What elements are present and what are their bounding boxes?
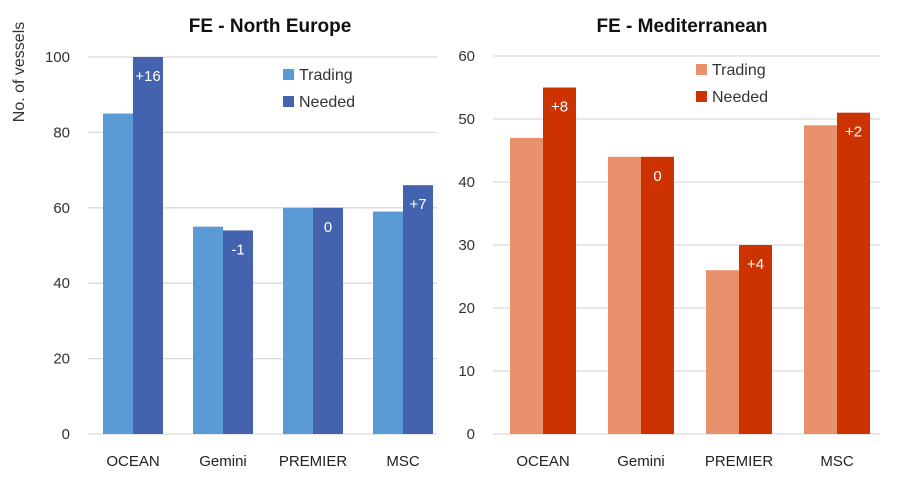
legend-swatch-trading — [283, 69, 294, 80]
bar-needed-ocean — [133, 57, 163, 434]
legend-label-needed: Needed — [299, 94, 355, 111]
legend-swatch-trading — [696, 64, 707, 75]
x-tick-label: PREMIER — [705, 453, 774, 470]
y-tick-label: 20 — [53, 351, 70, 368]
x-tick-label: Gemini — [617, 453, 665, 470]
y-tick-label: 30 — [458, 237, 475, 254]
legend-swatch-needed — [696, 91, 707, 102]
bar-trading-gemini — [193, 226, 223, 434]
x-tick-label: MSC — [386, 453, 420, 470]
y-tick-label: 80 — [53, 124, 70, 141]
legend: Trading Needed — [696, 62, 768, 106]
y-axis-label: No. of vessels — [11, 22, 28, 122]
bar-needed-ocean — [543, 87, 576, 434]
legend-label-trading: Trading — [712, 62, 766, 79]
data-label-diff: +2 — [845, 124, 862, 141]
chart-panel-1: FE - North Europe No. of vessels 0 20 40 60 80… — [11, 16, 437, 470]
data-label-diff: -1 — [231, 241, 244, 258]
data-label-diff: 0 — [653, 168, 661, 185]
data-label-diff: +8 — [551, 99, 568, 116]
x-tick-label: OCEAN — [516, 453, 569, 470]
bar-trading-gemini — [608, 156, 641, 435]
bar-trading-ocean — [103, 113, 133, 435]
chart-title: FE - North Europe — [189, 16, 352, 37]
chart-panel-2: FE - Mediterranean 0 10 20 30 40 50 60 +8 OCEAN 0 G… — [458, 16, 880, 470]
legend: Trading Needed — [283, 67, 355, 111]
bar-needed-msc — [837, 112, 870, 434]
bar-trading-ocean — [510, 137, 543, 434]
legend-swatch-needed — [283, 96, 294, 107]
bar-needed-premier — [739, 245, 772, 434]
data-label-diff: +7 — [409, 196, 426, 213]
legend-label-needed: Needed — [712, 89, 768, 106]
bar-trading-msc — [804, 125, 837, 435]
y-tick-label: 100 — [45, 49, 70, 66]
y-tick-label: 60 — [458, 48, 475, 65]
y-tick-label: 20 — [458, 300, 475, 317]
bar-needed-gemini — [223, 230, 253, 434]
bar-needed-premier — [313, 207, 343, 434]
x-tick-label: PREMIER — [279, 453, 348, 470]
bar-needed-gemini — [641, 156, 674, 435]
x-tick-label: MSC — [820, 453, 854, 470]
y-tick-label: 0 — [62, 426, 70, 443]
y-tick-label: 0 — [467, 426, 475, 443]
bar-trading-premier — [283, 207, 313, 434]
y-tick-label: 40 — [458, 174, 475, 191]
data-label-diff: 0 — [324, 219, 332, 236]
data-label-diff: +4 — [747, 256, 764, 273]
y-tick-label: 40 — [53, 275, 70, 292]
data-label-diff: +16 — [135, 68, 160, 85]
bar-trading-premier — [706, 270, 739, 434]
y-tick-label: 60 — [53, 200, 70, 217]
chart-title: FE - Mediterranean — [596, 16, 767, 37]
y-tick-label: 50 — [458, 111, 475, 128]
legend-label-trading: Trading — [299, 67, 353, 84]
bar-trading-msc — [373, 211, 403, 434]
x-tick-label: Gemini — [199, 453, 247, 470]
x-tick-label: OCEAN — [106, 453, 159, 470]
y-tick-label: 10 — [458, 363, 475, 380]
bar-needed-msc — [403, 185, 433, 434]
